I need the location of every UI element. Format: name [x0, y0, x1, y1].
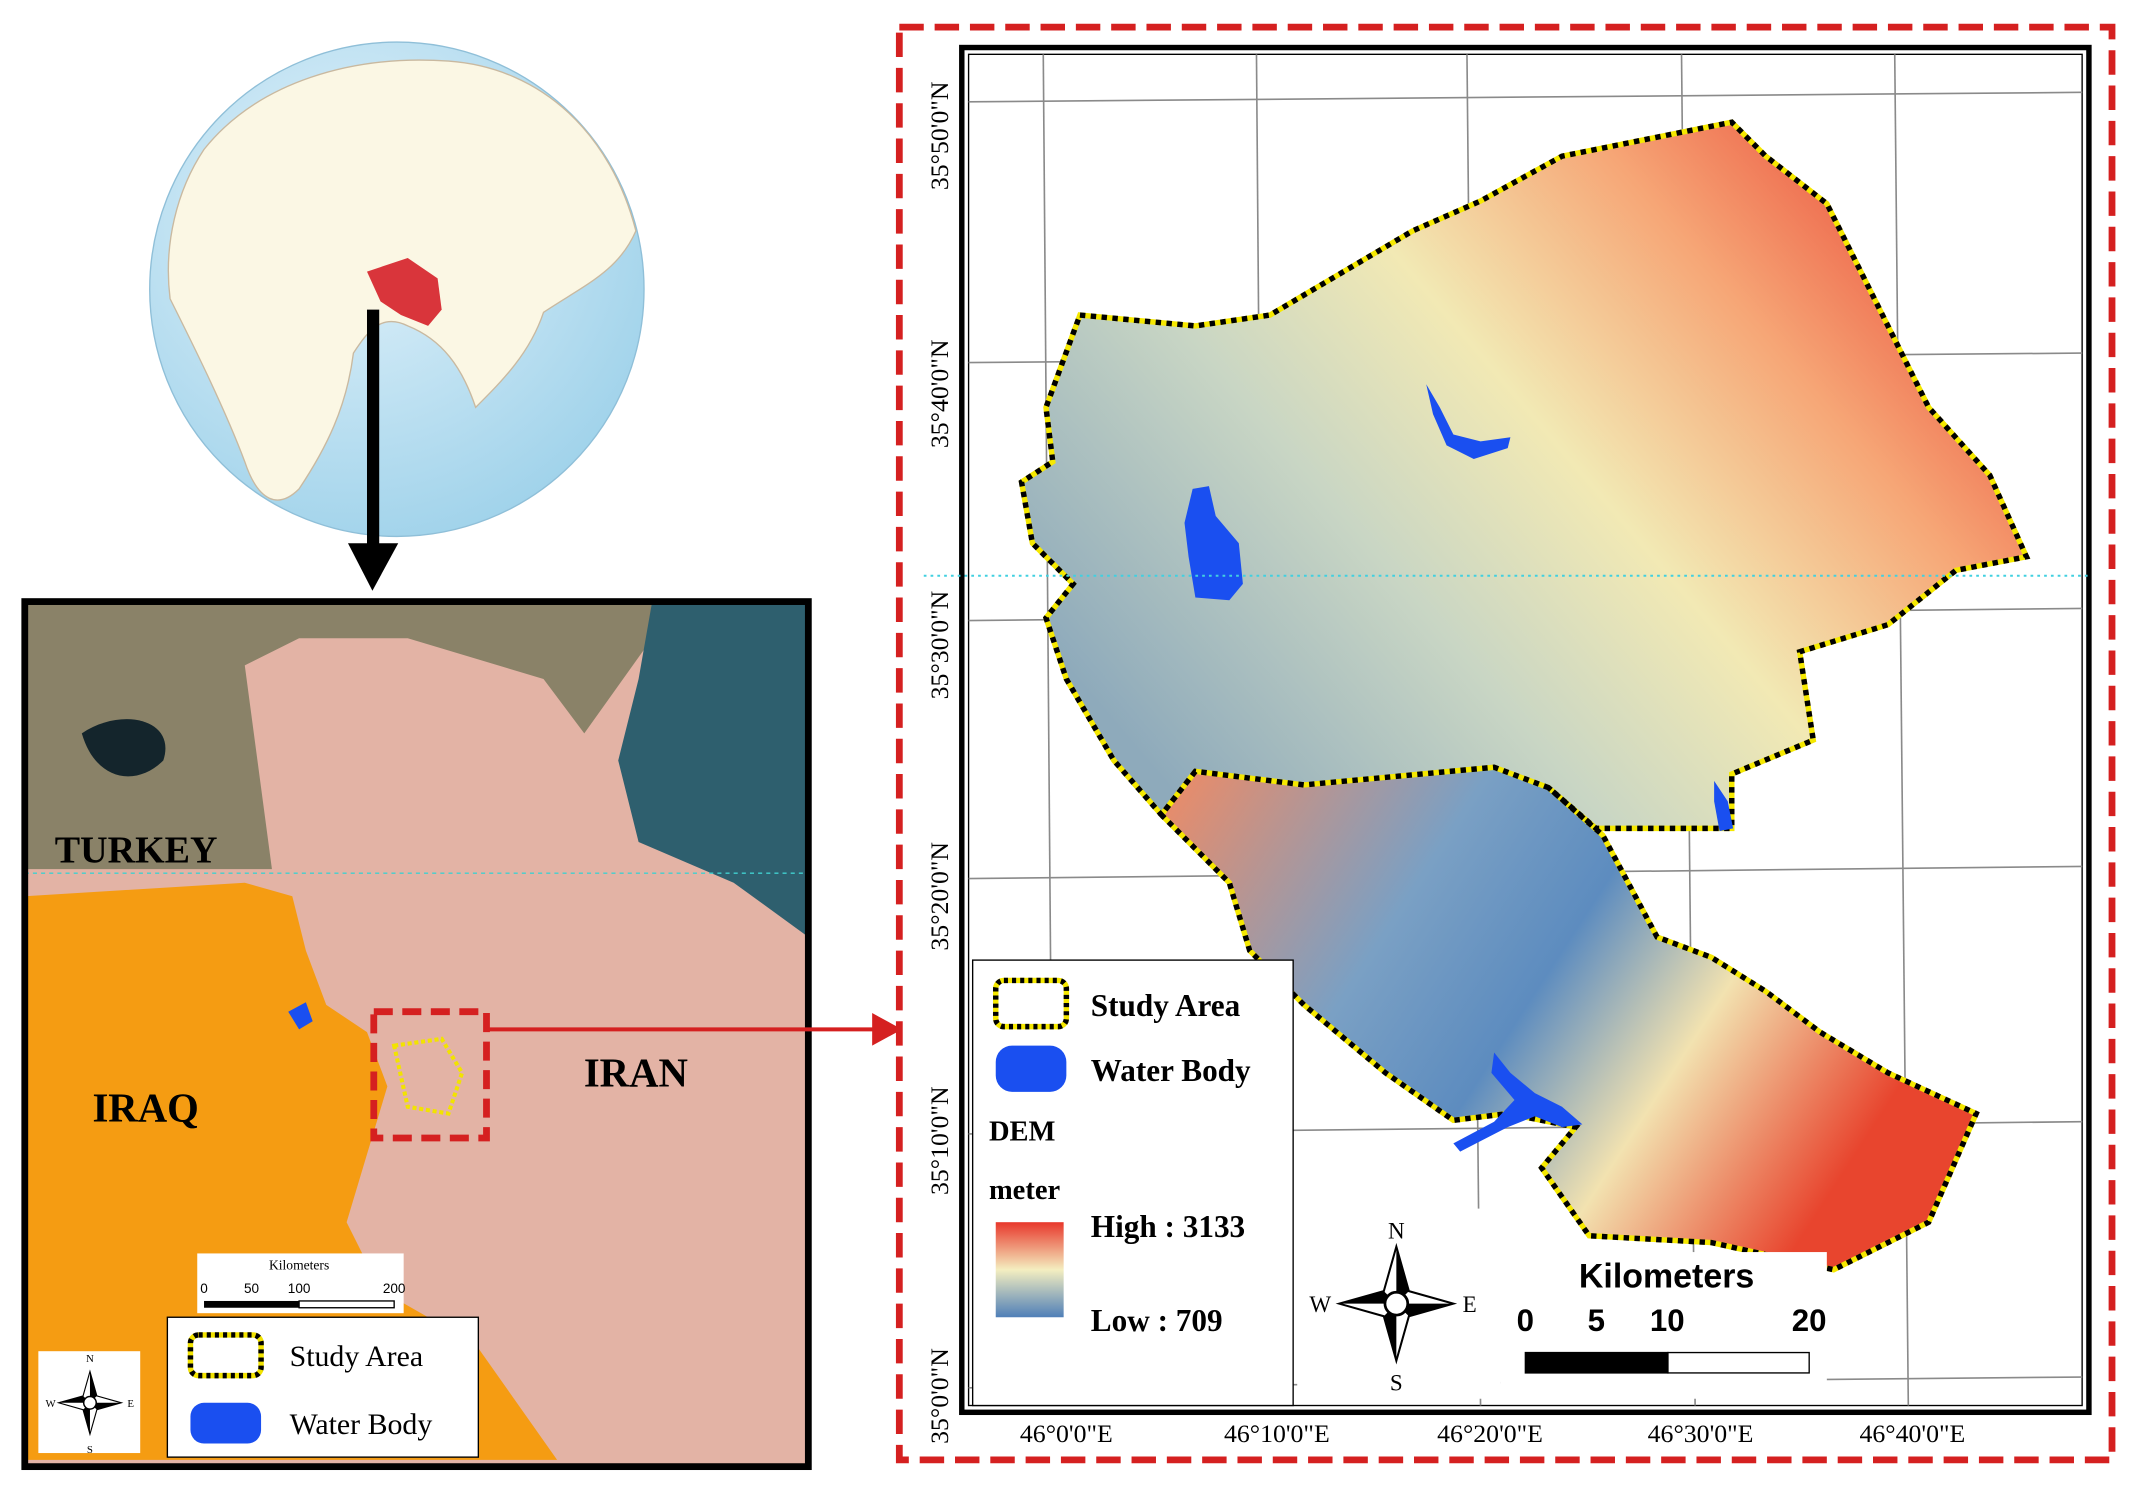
compass-star: [83, 1402, 90, 1435]
compass-center: [82, 1395, 97, 1410]
compass-star: [1339, 1291, 1397, 1304]
longitude-labels: 46°0'0"E 46°10'0"E 46°20'0"E 46°30'0"E 4…: [1020, 1419, 1965, 1448]
legend-label: Water Body: [1091, 1053, 1251, 1088]
compass-letter: S: [1390, 1370, 1403, 1396]
longitude-label: 46°0'0"E: [1020, 1419, 1113, 1448]
connector-arrow-head: [872, 1013, 903, 1046]
latitude-label: 35°0'0"N: [925, 1348, 954, 1444]
legend-high: High : 3133: [1091, 1209, 1245, 1244]
legend-label: Study Area: [1091, 988, 1241, 1023]
country-label: IRAN: [584, 1050, 688, 1095]
longitude-label: 46°30'0"E: [1648, 1419, 1754, 1448]
compass-letter: N: [1388, 1217, 1405, 1243]
compass-letter: W: [1309, 1291, 1331, 1317]
scale-tick-label: 100: [288, 1281, 311, 1296]
latitude-label: 35°10'0"N: [925, 1086, 954, 1195]
water-body: [288, 1002, 313, 1030]
water-bodies: [1184, 384, 1734, 1152]
legend-box: [971, 959, 1294, 1407]
compass-star: [89, 1402, 122, 1410]
scale-tick-label: 0: [200, 1281, 208, 1296]
legend-swatch: [190, 1402, 262, 1444]
scale-ticks: 0 5 10 20: [1517, 1303, 1827, 1338]
scale-segment: [1524, 1351, 1669, 1374]
scale-segment: [204, 1300, 300, 1308]
legend-swatch: [993, 977, 1070, 1030]
legend-low: Low : 709: [1091, 1303, 1223, 1338]
lake: [81, 719, 166, 777]
longitude-label: 46°10'0"E: [1224, 1419, 1330, 1448]
legend-unit: meter: [989, 1175, 1061, 1206]
compass-letter: N: [86, 1353, 94, 1365]
study-area-outline: [391, 1036, 465, 1116]
latitude-label: 35°40'0"N: [925, 339, 954, 448]
scale-bar-title: Kilometers: [269, 1258, 329, 1273]
terrain: [24, 601, 809, 870]
legend-swatch: [993, 977, 1070, 1030]
scale-tick-label: 50: [244, 1281, 260, 1296]
scale-tick-label: 0: [1517, 1303, 1534, 1338]
study-area-box: [370, 1008, 490, 1142]
scale-tick-label: 5: [1588, 1303, 1605, 1338]
dem-ramp: [995, 1222, 1064, 1318]
compass: [56, 1369, 124, 1437]
country-label: TURKEY: [55, 829, 218, 871]
compass-letter: E: [127, 1398, 134, 1410]
scale-segment: [298, 1300, 395, 1309]
compass-letter: W: [45, 1398, 56, 1410]
scale-bar-title: Kilometers: [1579, 1257, 1754, 1295]
globe: [149, 41, 645, 591]
legend-swatch: [995, 1045, 1067, 1092]
compass-star: [89, 1371, 97, 1403]
legend-swatch: [187, 1332, 264, 1379]
longitude-label: 46°20'0"E: [1437, 1419, 1543, 1448]
compass-center: [1383, 1290, 1410, 1317]
inset-frame: [21, 598, 812, 1471]
map-frame-inner: [967, 53, 2083, 1407]
country-label: IRAQ: [92, 1086, 198, 1131]
compass-star: [1383, 1303, 1397, 1361]
legend-swatch: [187, 1332, 264, 1379]
latitude-label: 35°50'0"N: [925, 81, 954, 190]
latitude-label: 35°30'0"N: [925, 590, 954, 699]
main-map: 35°50'0"N 35°40'0"N 35°30'0"N 35°20'0"N …: [895, 23, 2116, 1464]
compass-star: [1396, 1246, 1409, 1304]
compass-letter: E: [1463, 1291, 1477, 1317]
legend-title: DEM: [989, 1117, 1056, 1148]
latitude-labels: 35°50'0"N 35°40'0"N 35°30'0"N 35°20'0"N …: [925, 81, 954, 1444]
study-area-south: [1161, 767, 1977, 1270]
iraq: [24, 882, 558, 1460]
sea: [618, 601, 809, 938]
arrow-shaft: [366, 309, 380, 548]
arrow-head: [347, 543, 399, 591]
scale-segment: [1667, 1351, 1810, 1374]
latitude-label: 35°20'0"N: [925, 842, 954, 951]
compass: [1335, 1242, 1458, 1365]
longitude-label: 46°40'0"E: [1860, 1419, 1966, 1448]
scale-tick-label: 200: [383, 1281, 406, 1296]
compass-star: [1396, 1303, 1454, 1317]
scale-ticks: 0 50 100 200: [200, 1281, 406, 1296]
scale-tick-label: 10: [1650, 1303, 1685, 1338]
iran-highlight: [366, 258, 442, 326]
scale-bar-box: [1500, 1252, 1827, 1399]
legend-label: Study Area: [290, 1340, 424, 1373]
study-area-north: [1021, 122, 2027, 829]
legend-label: Water Body: [290, 1408, 433, 1441]
compass-star: [58, 1395, 90, 1403]
scale-tick-label: 20: [1792, 1303, 1827, 1338]
inset-map: TURKEY IRAQ IRAN Kilometers 0 50 100 200 St…: [21, 598, 812, 1471]
compass-letter: S: [87, 1444, 93, 1456]
